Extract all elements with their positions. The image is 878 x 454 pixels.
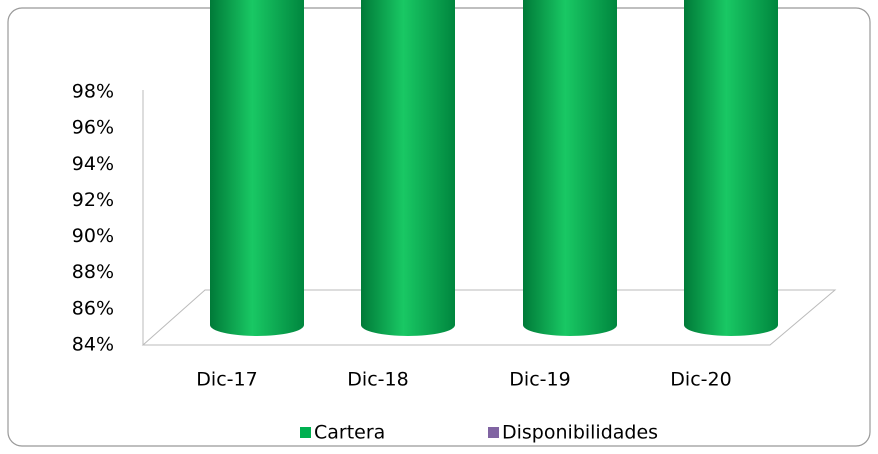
x-tick-label: Dic-18 <box>347 369 408 391</box>
legend-swatch <box>488 427 499 438</box>
y-tick-label: 98% <box>72 81 114 103</box>
y-tick-label: 84% <box>72 334 114 356</box>
legend-swatch <box>300 427 311 438</box>
y-tick-label: 88% <box>72 261 114 283</box>
bar-segment <box>210 0 304 336</box>
y-tick-label: 92% <box>72 189 114 211</box>
legend-label: Disponibilidades <box>502 422 658 444</box>
y-tick-label: 90% <box>72 225 114 247</box>
y-tick-label: 96% <box>72 117 114 139</box>
x-tick-label: Dic-19 <box>509 369 570 391</box>
x-tick-label: Dic-20 <box>670 369 731 391</box>
bar-segment <box>523 0 617 336</box>
legend-label: Cartera <box>314 422 385 444</box>
bar-segment <box>361 0 455 336</box>
bar-segment <box>684 0 778 336</box>
x-tick-label: Dic-17 <box>196 369 257 391</box>
y-tick-label: 94% <box>72 153 114 175</box>
floor <box>141 289 837 346</box>
y-tick-label: 86% <box>72 297 114 319</box>
